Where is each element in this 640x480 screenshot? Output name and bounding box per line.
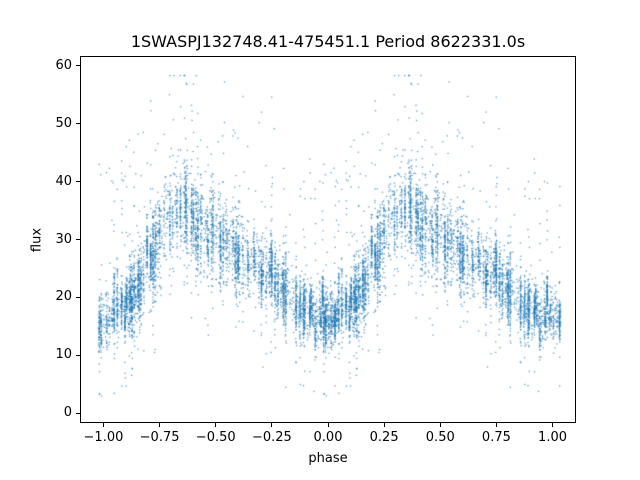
x-tick-label: 1.00 xyxy=(538,430,568,445)
y-tick-mark xyxy=(76,65,80,67)
x-tick-mark xyxy=(439,423,441,427)
y-tick-mark xyxy=(76,354,80,356)
y-tick-label: 50 xyxy=(55,115,72,131)
y-tick-label: 0 xyxy=(63,405,72,421)
x-tick-label: −0.75 xyxy=(139,430,180,445)
y-tick-label: 60 xyxy=(55,57,72,73)
y-tick-label: 20 xyxy=(55,289,72,305)
x-tick-label: 0.50 xyxy=(425,430,455,445)
x-tick-mark xyxy=(383,423,385,427)
scatter-points-canvas xyxy=(81,57,575,422)
x-tick-label: −0.25 xyxy=(251,430,292,445)
x-tick-mark xyxy=(327,423,329,427)
x-tick-mark xyxy=(271,423,273,427)
y-tick-mark xyxy=(76,239,80,240)
x-tick-label: −0.50 xyxy=(195,430,236,445)
y-tick-mark xyxy=(76,412,80,414)
plot-area xyxy=(80,56,576,423)
x-tick-mark xyxy=(215,423,217,427)
x-tick-mark xyxy=(102,423,104,427)
y-tick-mark xyxy=(76,296,80,298)
x-tick-label: 0.25 xyxy=(369,430,399,445)
x-tick-mark xyxy=(159,423,161,427)
x-tick-label: 0.75 xyxy=(481,430,511,445)
y-tick-mark xyxy=(76,123,80,125)
y-tick-label: 40 xyxy=(55,173,72,189)
x-axis-label: phase xyxy=(308,451,348,466)
y-tick-label: 10 xyxy=(55,347,72,363)
x-tick-label: 0.00 xyxy=(313,430,343,445)
chart-title: 1SWASPJ132748.41-475451.1 Period 8622331… xyxy=(130,32,526,51)
y-tick-mark xyxy=(76,181,80,183)
x-tick-mark xyxy=(552,423,554,427)
x-tick-label: −1.00 xyxy=(83,430,124,445)
y-tick-label: 30 xyxy=(55,231,72,247)
x-tick-mark xyxy=(495,423,497,427)
